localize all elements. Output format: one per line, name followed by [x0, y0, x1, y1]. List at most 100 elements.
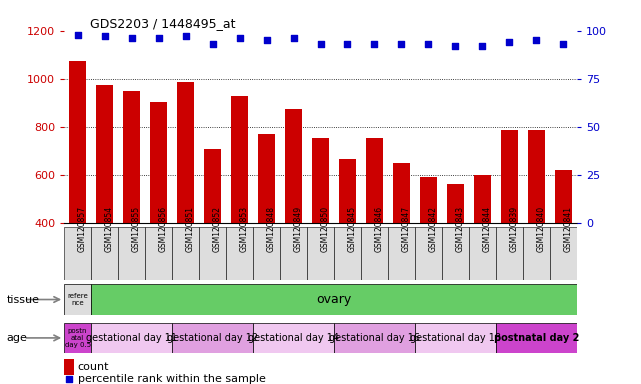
Bar [496, 323, 577, 353]
Point [262, 37, 272, 43]
Bar [469, 227, 496, 280]
Bar [124, 91, 140, 223]
Text: GSM120855: GSM120855 [131, 206, 140, 252]
Bar [64, 359, 74, 375]
Text: GSM120840: GSM120840 [537, 206, 545, 252]
Bar [307, 227, 334, 280]
Text: percentile rank within the sample: percentile rank within the sample [78, 374, 265, 384]
Text: age: age [6, 333, 28, 343]
Bar [64, 227, 91, 280]
Bar [97, 85, 113, 223]
Text: GSM120856: GSM120856 [158, 206, 167, 252]
Bar [231, 96, 247, 223]
Text: postn
atal
day 0.5: postn atal day 0.5 [65, 328, 90, 348]
Point [293, 324, 303, 330]
Bar [253, 227, 280, 280]
Bar [151, 101, 167, 223]
Bar [258, 134, 274, 223]
Bar [501, 130, 517, 223]
Bar [204, 149, 221, 223]
Bar [145, 227, 172, 280]
Bar [394, 163, 410, 223]
Bar [178, 82, 194, 223]
Text: refere
nce: refere nce [67, 293, 88, 306]
Text: GSM120849: GSM120849 [294, 206, 303, 252]
Point [478, 43, 488, 49]
Bar [334, 323, 415, 353]
Bar [442, 227, 469, 280]
Text: GSM120842: GSM120842 [428, 206, 437, 252]
Bar [91, 323, 172, 353]
Text: GSM120843: GSM120843 [456, 206, 465, 252]
Point [342, 41, 353, 47]
Text: gestational day 12: gestational day 12 [167, 333, 258, 343]
Bar [415, 323, 496, 353]
Bar [474, 175, 490, 223]
Text: GSM120847: GSM120847 [401, 206, 410, 252]
Text: GSM120851: GSM120851 [185, 206, 195, 252]
Bar [496, 227, 523, 280]
Point [208, 41, 218, 47]
Text: GSM120848: GSM120848 [267, 206, 276, 252]
Text: postnatal day 2: postnatal day 2 [494, 333, 579, 343]
Bar [91, 227, 118, 280]
Text: GSM120841: GSM120841 [563, 206, 572, 252]
Bar [64, 284, 91, 315]
Text: GSM120839: GSM120839 [510, 206, 519, 252]
Bar [312, 138, 329, 223]
Bar [334, 227, 361, 280]
Point [99, 33, 110, 40]
Text: count: count [78, 362, 109, 372]
Bar [361, 227, 388, 280]
Bar [172, 323, 253, 353]
Bar [280, 227, 307, 280]
Text: GSM120844: GSM120844 [483, 206, 492, 252]
Text: GDS2203 / 1448495_at: GDS2203 / 1448495_at [90, 17, 235, 30]
Bar [69, 61, 86, 223]
Point [180, 33, 190, 40]
Bar [285, 109, 302, 223]
Text: GSM120846: GSM120846 [374, 206, 383, 252]
Text: gestational day 11: gestational day 11 [86, 333, 177, 343]
Point [235, 35, 245, 41]
Point [558, 41, 569, 47]
Bar [253, 323, 334, 353]
Point [153, 35, 163, 41]
Bar [226, 227, 253, 280]
Bar [447, 184, 463, 223]
Bar [528, 130, 544, 223]
Text: GSM120857: GSM120857 [78, 206, 87, 252]
Text: gestational day 14: gestational day 14 [248, 333, 339, 343]
Point [531, 37, 542, 43]
Point [504, 39, 515, 45]
Bar [420, 177, 437, 223]
Bar [64, 323, 91, 353]
Text: GSM120845: GSM120845 [347, 206, 356, 252]
Text: ovary: ovary [317, 293, 352, 306]
Point [369, 41, 379, 47]
Bar [388, 227, 415, 280]
Point [396, 41, 406, 47]
Bar [199, 227, 226, 280]
Text: gestational day 18: gestational day 18 [410, 333, 501, 343]
Bar [339, 159, 356, 223]
Text: GSM120853: GSM120853 [240, 206, 249, 252]
Text: GSM120852: GSM120852 [213, 206, 222, 252]
Point [72, 31, 83, 38]
Point [288, 35, 299, 41]
Text: GSM120854: GSM120854 [104, 206, 113, 252]
Bar [523, 227, 550, 280]
Text: tissue: tissue [6, 295, 39, 305]
Point [451, 43, 461, 49]
Bar [550, 227, 577, 280]
Point [126, 35, 137, 41]
Point [423, 41, 433, 47]
Bar [118, 227, 145, 280]
Text: gestational day 16: gestational day 16 [329, 333, 420, 343]
Bar [555, 170, 572, 223]
Point [315, 41, 326, 47]
Bar [367, 138, 383, 223]
Text: GSM120850: GSM120850 [320, 206, 329, 252]
Bar [415, 227, 442, 280]
Bar [172, 227, 199, 280]
